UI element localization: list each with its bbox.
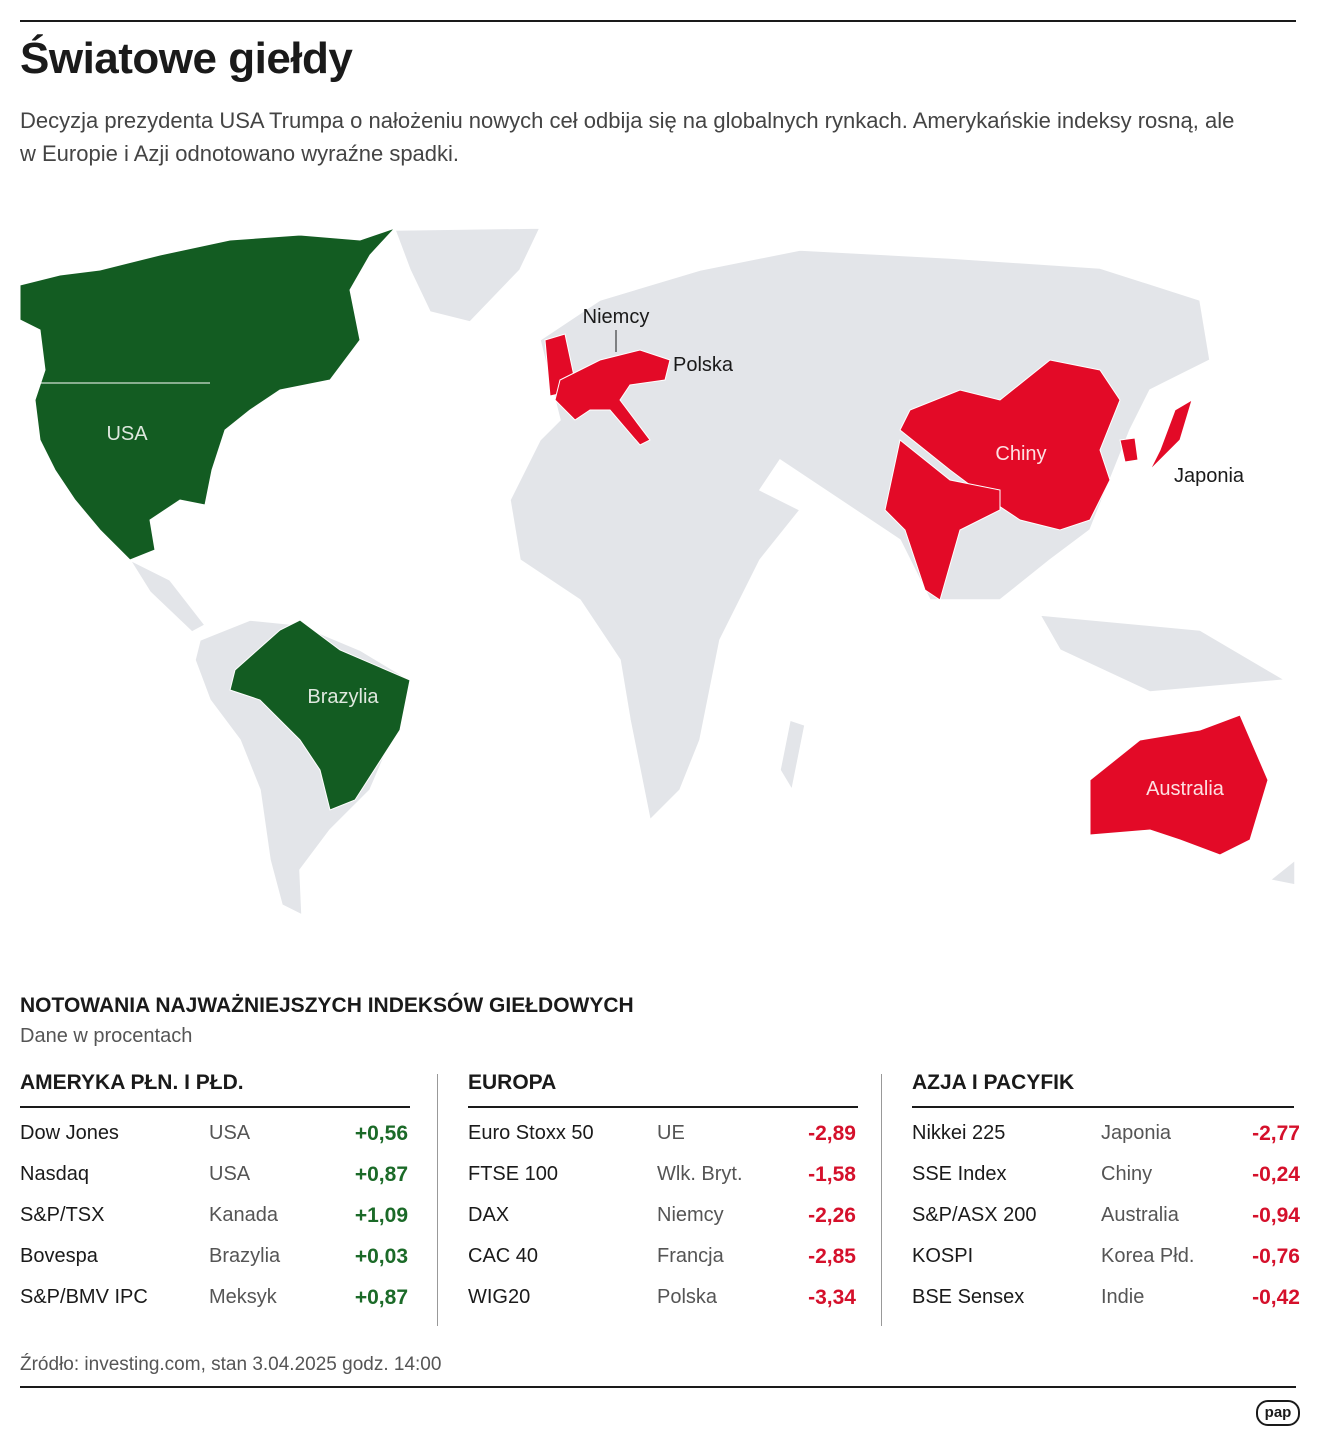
change-value: -2,26 xyxy=(808,1204,856,1227)
country: Niemcy xyxy=(657,1204,724,1226)
country: Korea Płd. xyxy=(1101,1245,1195,1267)
map-label: Japonia xyxy=(1174,465,1245,487)
brazil xyxy=(229,619,411,811)
logo: pap xyxy=(1256,1400,1300,1426)
change-value: -0,94 xyxy=(1252,1204,1300,1227)
index-name: S&P/TSX xyxy=(20,1204,105,1226)
group-header: AZJA I PACYFIK xyxy=(912,1071,1075,1094)
western-europe xyxy=(554,349,671,446)
group-rule xyxy=(20,1106,410,1108)
korea xyxy=(1119,437,1139,463)
table-note: Dane w procentach xyxy=(20,1025,193,1047)
map-label: Brazylia xyxy=(307,686,379,708)
change-value: -3,34 xyxy=(808,1286,856,1309)
change-value: +0,56 xyxy=(354,1122,408,1145)
index-name: S&P/BMV IPC xyxy=(20,1286,148,1308)
country: Wlk. Bryt. xyxy=(657,1163,743,1185)
title: Światowe giełdy xyxy=(20,34,353,83)
index-name: BSE Sensex xyxy=(912,1286,1025,1308)
change-value: -2,89 xyxy=(808,1122,856,1145)
country: Japonia xyxy=(1101,1122,1172,1144)
change-value: -2,77 xyxy=(1252,1122,1300,1145)
central-america xyxy=(127,558,207,633)
change-value: -1,58 xyxy=(808,1163,856,1186)
index-name: Nasdaq xyxy=(20,1163,89,1185)
country: Meksyk xyxy=(209,1286,277,1308)
country: Kanada xyxy=(209,1204,278,1226)
country: USA xyxy=(209,1122,251,1144)
group-rule xyxy=(468,1106,858,1108)
change-value: +0,03 xyxy=(354,1245,408,1268)
country: Polska xyxy=(657,1286,718,1308)
map-label: Chiny xyxy=(995,443,1046,465)
divider xyxy=(437,1074,438,1326)
country: UE xyxy=(657,1122,685,1144)
bottom-rule xyxy=(20,1386,1296,1388)
index-name: CAC 40 xyxy=(468,1245,539,1267)
group-rule xyxy=(912,1106,1294,1108)
group-header: EUROPA xyxy=(468,1071,557,1094)
index-name: FTSE 100 xyxy=(468,1163,559,1185)
index-name: S&P/ASX 200 xyxy=(912,1204,1037,1226)
india xyxy=(884,439,1001,601)
australia xyxy=(1089,714,1269,856)
map-label: Niemcy xyxy=(583,306,650,328)
greenland xyxy=(393,227,542,323)
group-header: AMERYKA PŁN. I PŁD. xyxy=(20,1071,244,1094)
country: Australia xyxy=(1101,1204,1179,1226)
index-name: Bovespa xyxy=(20,1245,98,1267)
subtitle: Decyzja prezydenta USA Trumpa o nałożeni… xyxy=(20,108,1235,166)
index-name: KOSPI xyxy=(912,1245,974,1267)
index-name: SSE Index xyxy=(912,1163,1007,1185)
change-value: +0,87 xyxy=(354,1163,408,1186)
index-name: WIG20 xyxy=(468,1286,531,1308)
divider xyxy=(881,1074,882,1326)
country: Francja xyxy=(657,1245,724,1267)
eurasia-africa xyxy=(509,249,1211,822)
southeast-asia xyxy=(1038,614,1288,693)
map-label: Australia xyxy=(1146,778,1225,800)
country: Indie xyxy=(1101,1286,1145,1308)
world-map: USA Brazylia Niemcy Polska Chiny Japonia… xyxy=(19,227,1296,917)
change-value: -0,42 xyxy=(1252,1286,1300,1309)
country: Chiny xyxy=(1101,1163,1153,1185)
index-name: DAX xyxy=(468,1204,510,1226)
map-label: Polska xyxy=(673,354,734,376)
new-zealand xyxy=(1268,858,1296,886)
change-value: -2,85 xyxy=(808,1245,856,1268)
change-value: -0,76 xyxy=(1252,1245,1300,1268)
japan xyxy=(1149,398,1193,471)
change-value: +0,87 xyxy=(354,1286,408,1309)
change-value: +1,09 xyxy=(354,1204,408,1227)
table-title: NOTOWANIA NAJWAŻNIEJSZYCH INDEKSÓW GIEŁD… xyxy=(20,994,634,1017)
country: Brazylia xyxy=(209,1245,281,1267)
top-rule xyxy=(20,20,1296,22)
index-name: Euro Stoxx 50 xyxy=(468,1122,594,1144)
madagascar xyxy=(779,719,806,793)
source: Źródło: investing.com, stan 3.04.2025 go… xyxy=(20,1354,442,1375)
index-name: Nikkei 225 xyxy=(912,1122,1006,1144)
index-name: Dow Jones xyxy=(20,1122,119,1144)
china xyxy=(899,359,1121,531)
map-label: USA xyxy=(106,423,148,445)
country: USA xyxy=(209,1163,251,1185)
north-america xyxy=(19,227,396,561)
change-value: -0,24 xyxy=(1252,1163,1300,1186)
